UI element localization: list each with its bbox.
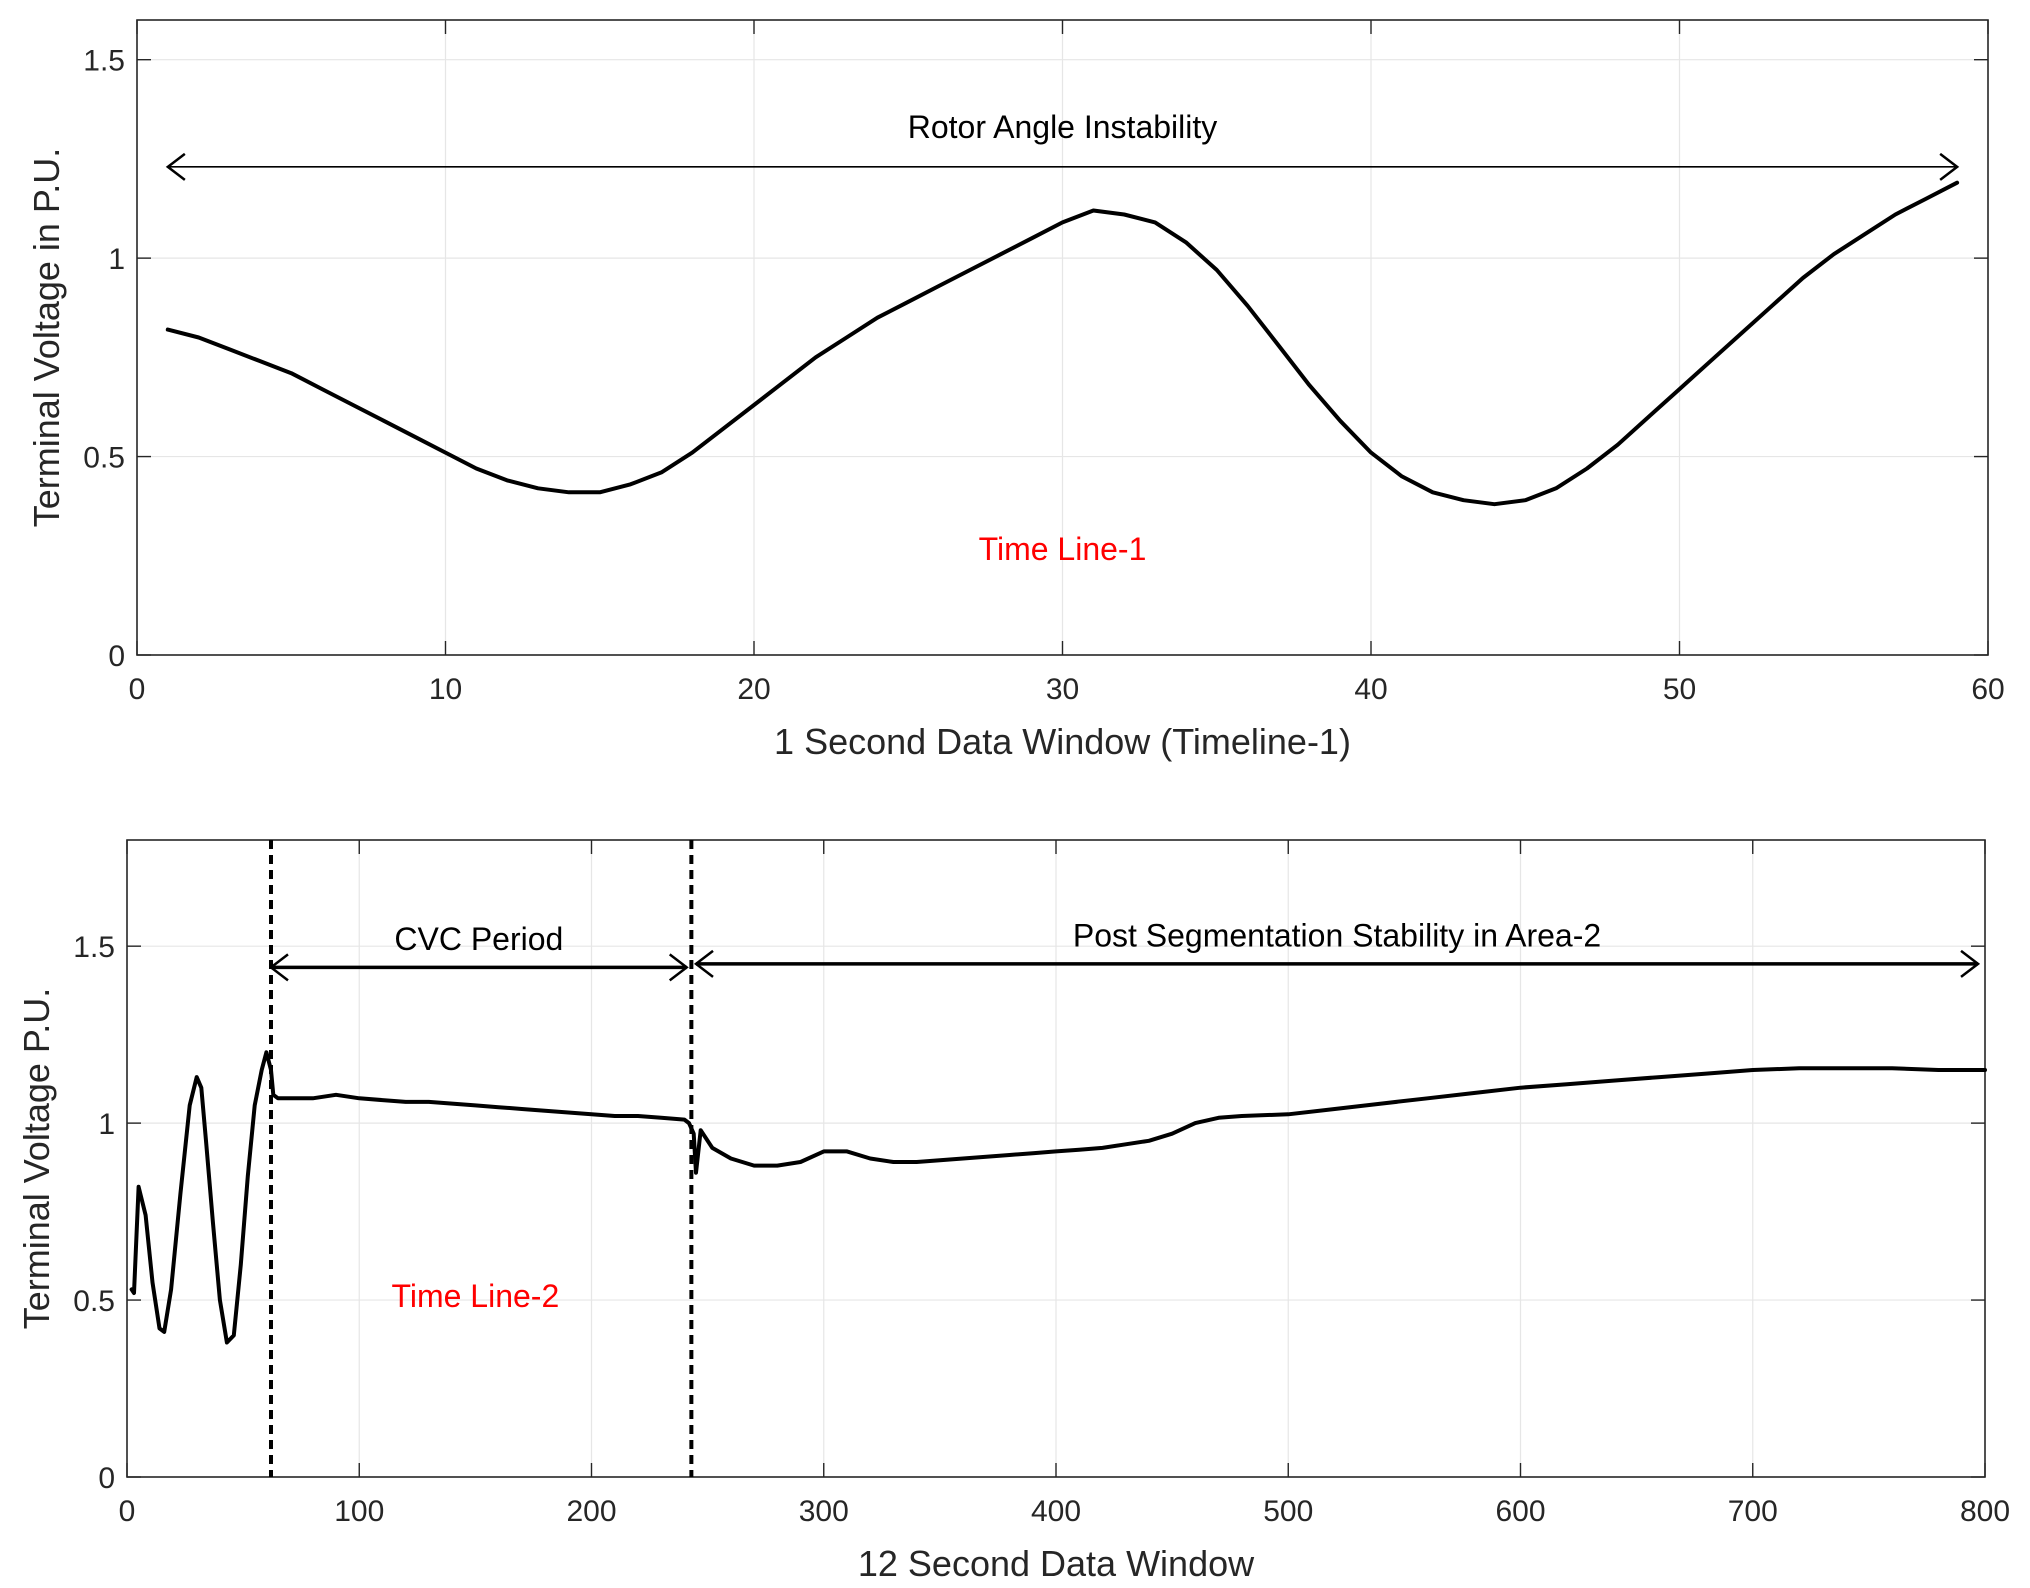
- y-axis-label-2: Terminal Voltage P.U.: [16, 988, 57, 1330]
- x-tick-label-2: 700: [1728, 1495, 1778, 1528]
- x-tick-label-2: 100: [334, 1495, 384, 1528]
- x-tick-label-2: 600: [1495, 1495, 1545, 1528]
- x-tick-label-1: 0: [129, 673, 146, 706]
- x-tick-label-1: 60: [1971, 673, 2004, 706]
- arrow-head-left-icon: [268, 953, 289, 982]
- y-tick-label-2: 0.5: [73, 1285, 115, 1318]
- annotation-label-1-1: Rotor Angle Instability: [908, 109, 1218, 145]
- x-tick-label-1: 50: [1663, 673, 1696, 706]
- x-tick-label-1: 10: [429, 673, 462, 706]
- y-tick-label-1: 1.5: [83, 45, 125, 78]
- x-tick-label-2: 0: [119, 1495, 136, 1528]
- arrow-head-left-icon: [165, 152, 186, 181]
- y-tick-label-2: 1.5: [73, 931, 115, 964]
- annotation-label-2-2: Post Segmentation Stability in Area-2: [1073, 918, 1601, 954]
- timeline-label-2: Time Line-2: [391, 1278, 559, 1314]
- x-axis-label-2: 12 Second Data Window: [858, 1543, 1255, 1584]
- arrow-head-right-icon: [668, 953, 689, 982]
- y-axis-label-1: Terminal Voltage in P.U.: [26, 148, 67, 528]
- arrow-head-left-icon: [693, 949, 714, 978]
- x-tick-label-2: 800: [1960, 1495, 2010, 1528]
- x-tick-label-2: 300: [799, 1495, 849, 1528]
- series-line-1: [165, 180, 1960, 507]
- y-tick-label-1: 0.5: [83, 442, 125, 475]
- x-axis-label-1: 1 Second Data Window (Timeline-1): [774, 721, 1351, 762]
- y-tick-label-1: 1: [108, 243, 125, 276]
- arrow-head-right-icon: [1960, 949, 1981, 978]
- timeline-label-1: Time Line-1: [979, 531, 1147, 567]
- y-tick-label-2: 0: [98, 1462, 115, 1495]
- series-line-2: [129, 1050, 1987, 1345]
- y-tick-label-2: 1: [98, 1108, 115, 1141]
- x-tick-label-1: 30: [1046, 673, 1079, 706]
- x-tick-label-2: 500: [1263, 1495, 1313, 1528]
- y-tick-label-1: 0: [108, 640, 125, 673]
- x-tick-label-2: 400: [1031, 1495, 1081, 1528]
- arrow-head-right-icon: [1939, 152, 1960, 181]
- annotation-label-2-1: CVC Period: [394, 921, 563, 957]
- x-tick-label-1: 20: [737, 673, 770, 706]
- x-tick-label-1: 40: [1354, 673, 1387, 706]
- x-tick-label-2: 200: [566, 1495, 616, 1528]
